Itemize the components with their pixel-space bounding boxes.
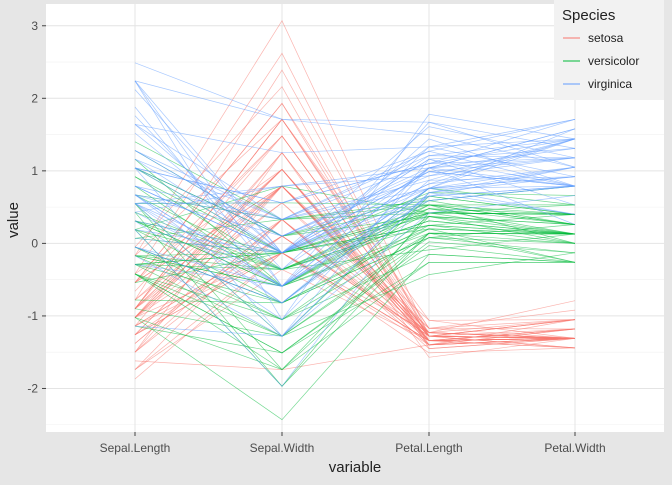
series-line-setosa [134, 219, 576, 349]
series-line-virginica [134, 187, 576, 287]
series-line-virginica [134, 128, 576, 237]
series-line-setosa [134, 135, 576, 339]
series-line-virginica [134, 118, 576, 204]
series-line-versicolor [134, 252, 576, 337]
series-line-virginica [134, 185, 576, 254]
series-line-virginica [134, 185, 576, 254]
series-line-versicolor [134, 203, 576, 371]
series-line-virginica [134, 158, 576, 337]
series-line-virginica [134, 138, 576, 213]
series-line-virginica [134, 80, 576, 254]
series-line-virginica [134, 192, 576, 387]
series-line-versicolor [134, 224, 576, 257]
series-line-virginica [134, 185, 576, 254]
series-line-versicolor [134, 261, 575, 370]
series-line-setosa [134, 152, 576, 349]
series-line-virginica [134, 62, 576, 168]
y-axis-label: value [5, 202, 22, 238]
series-line-virginica [134, 176, 576, 337]
legend-label-setosa: setosa [588, 31, 624, 45]
series-line-versicolor [134, 245, 576, 354]
series-line-setosa [134, 219, 576, 370]
series-lines [134, 19, 576, 421]
series-line-virginica [134, 138, 576, 220]
x-tick-label: Petal.Length [395, 441, 462, 455]
series-line-virginica [134, 195, 576, 337]
y-tick-label: -1 [27, 309, 38, 323]
legend-label-virginica: virginica [588, 77, 632, 91]
legend: Species setosa versicolor virginica [554, 0, 664, 100]
legend-title: Species [562, 7, 615, 24]
series-line-versicolor [134, 253, 576, 320]
series-line-virginica [134, 138, 576, 237]
legend-label-versicolor: versicolor [588, 54, 639, 68]
y-tick-label: 1 [31, 164, 38, 178]
series-line-virginica [134, 80, 576, 149]
x-axis-label: variable [329, 459, 382, 476]
y-tick-label: 0 [31, 236, 38, 250]
x-tick-label: Sepal.Width [250, 441, 315, 455]
series-line-setosa [134, 252, 576, 380]
y-tick-label: 3 [31, 19, 38, 33]
x-tick-label: Petal.Width [544, 441, 605, 455]
legend-entries: setosa versicolor virginica [563, 31, 639, 91]
y-tick-label: 2 [31, 91, 38, 105]
series-line-versicolor [134, 212, 576, 283]
axes: -2 -1 0 1 2 3 Sepal.Length Sepal.Width Petal.Len… [27, 19, 605, 455]
series-line-virginica [134, 89, 576, 254]
series-line-virginica [134, 166, 576, 254]
series-line-virginica [134, 124, 576, 220]
legend-background [554, 0, 664, 100]
series-line-virginica [134, 176, 576, 304]
series-line-virginica [134, 171, 576, 237]
series-line-virginica [134, 106, 576, 287]
series-line-versicolor [134, 228, 576, 287]
series-line-setosa [134, 168, 576, 333]
series-line-virginica [134, 118, 576, 154]
y-tick-label: -2 [27, 381, 38, 395]
series-line-setosa [134, 252, 576, 341]
series-line-setosa [134, 202, 576, 341]
series-line-versicolor [134, 176, 576, 254]
series-line-setosa [134, 118, 576, 330]
x-tick-label: Sepal.Length [100, 441, 171, 455]
series-line-versicolor [134, 232, 576, 337]
